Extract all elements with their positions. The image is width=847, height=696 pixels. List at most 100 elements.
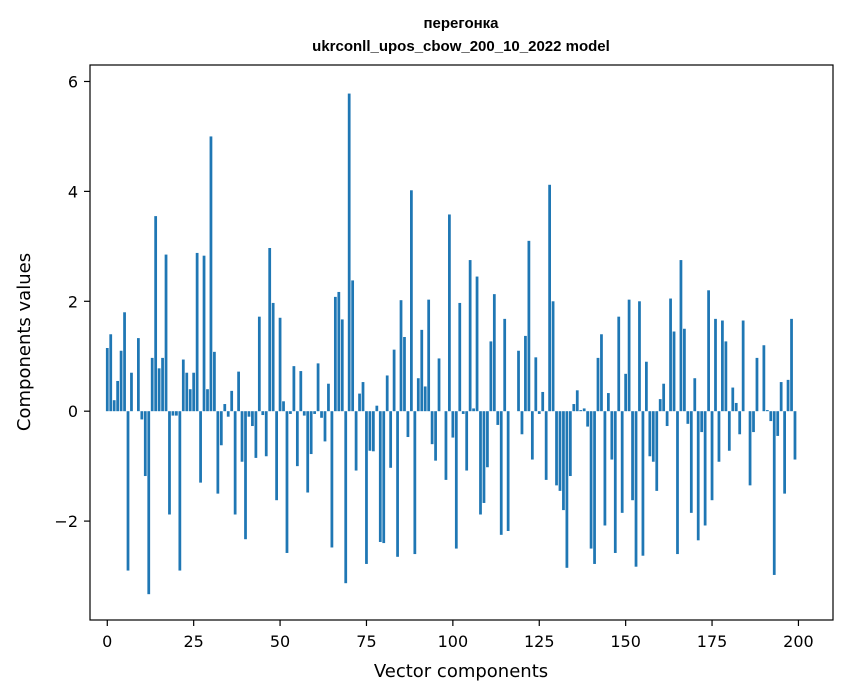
- bar: [558, 411, 562, 491]
- bar: [230, 390, 234, 412]
- bar: [420, 329, 424, 412]
- bar: [506, 411, 510, 531]
- bar: [755, 357, 759, 412]
- bar: [734, 402, 738, 412]
- bar: [406, 411, 410, 438]
- bar: [292, 366, 296, 412]
- bar: [461, 411, 465, 414]
- x-tick-label: 100: [438, 632, 469, 651]
- bar: [541, 391, 545, 412]
- bar: [696, 411, 700, 541]
- bar: [223, 404, 227, 412]
- bar: [157, 368, 161, 412]
- bar: [178, 411, 182, 571]
- bar: [655, 411, 659, 491]
- bar: [164, 254, 168, 412]
- bar: [295, 411, 299, 467]
- x-tick-label: 200: [783, 632, 814, 651]
- bar: [368, 411, 372, 451]
- bar: [610, 411, 614, 460]
- bar: [264, 411, 268, 457]
- bar: [202, 255, 206, 412]
- bar: [361, 382, 365, 412]
- bar: [119, 350, 123, 412]
- bar: [606, 393, 610, 412]
- bar: [140, 411, 144, 420]
- bar: [689, 411, 693, 513]
- bar: [309, 411, 313, 455]
- bar: [330, 411, 334, 548]
- bar: [233, 411, 237, 515]
- bar: [665, 411, 669, 427]
- bar: [254, 411, 258, 458]
- bar: [620, 411, 624, 513]
- x-tick-label: 0: [102, 632, 112, 651]
- bar: [575, 390, 579, 412]
- bar: [769, 411, 773, 422]
- bar: [499, 411, 503, 535]
- bar: [700, 411, 704, 433]
- bar: [299, 371, 303, 412]
- plot-frame: [89, 64, 834, 621]
- bar: [285, 411, 289, 553]
- bar: [465, 411, 469, 471]
- bar: [534, 357, 538, 412]
- bar: [783, 411, 786, 494]
- bar: [589, 411, 593, 549]
- bar: [268, 247, 272, 412]
- bar: [721, 320, 724, 412]
- bar: [389, 411, 393, 468]
- bar: [354, 411, 358, 471]
- bar: [161, 357, 164, 412]
- bar: [641, 411, 645, 556]
- bar: [137, 338, 140, 412]
- bar: [333, 296, 337, 412]
- bar: [195, 252, 199, 412]
- bar: [645, 361, 648, 412]
- bar: [517, 350, 520, 412]
- bars-group: [105, 93, 797, 595]
- bar: [344, 411, 348, 584]
- bar: [240, 411, 244, 462]
- bar: [399, 300, 403, 412]
- bar: [358, 393, 361, 412]
- bar: [306, 411, 310, 493]
- bar: [703, 411, 707, 526]
- bar: [216, 411, 220, 494]
- bar: [544, 411, 548, 480]
- bar: [548, 184, 551, 412]
- bar: [596, 357, 600, 412]
- y-tick-label: 4: [68, 182, 78, 201]
- bar: [430, 411, 434, 445]
- bar: [555, 411, 558, 486]
- bar: [496, 411, 500, 425]
- bar: [686, 411, 690, 424]
- bar: [651, 411, 655, 462]
- bar: [624, 373, 628, 412]
- bar: [582, 408, 586, 412]
- bar: [454, 411, 458, 549]
- bar: [451, 411, 455, 438]
- bar: [347, 93, 351, 412]
- bar: [109, 334, 113, 412]
- bar: [427, 299, 431, 412]
- bar: [717, 411, 721, 462]
- bar: [482, 411, 486, 503]
- bar: [192, 372, 196, 412]
- bar: [116, 380, 120, 412]
- bar: [154, 216, 158, 412]
- bar: [669, 298, 672, 412]
- bar: [247, 411, 251, 417]
- bar: [206, 389, 209, 412]
- bar: [748, 411, 752, 486]
- bar: [410, 190, 413, 412]
- bar: [765, 410, 769, 412]
- bar: [710, 411, 714, 501]
- bar: [313, 411, 317, 414]
- bar: [579, 410, 583, 412]
- bar: [472, 408, 475, 412]
- bar: [275, 411, 278, 501]
- bar: [520, 411, 524, 435]
- bar: [530, 411, 534, 460]
- bar: [171, 411, 175, 416]
